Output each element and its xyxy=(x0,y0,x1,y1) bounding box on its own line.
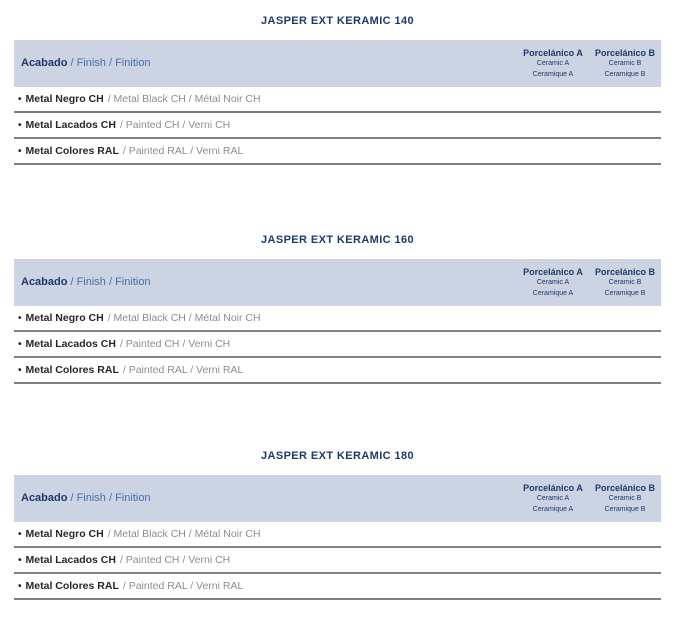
table-header-band: Acabado / Finish / Finition Porcelánico A… xyxy=(14,475,661,522)
column-header-porcelanico-b: Porcelánico B Ceramic B Ceramique B xyxy=(589,482,661,515)
finish-name: Metal Colores RAL xyxy=(25,364,119,376)
table-header-band: Acabado / Finish / Finition Porcelánico A… xyxy=(14,259,661,306)
column-header-porcelanico-b: Porcelánico B Ceramic B Ceramique B xyxy=(589,266,661,299)
column-title: Porcelánico A xyxy=(523,483,583,493)
finish-row-metal-negro: • Metal Negro CH / Metal Black CH / Méta… xyxy=(14,522,661,548)
column-subtitle-fr: Ceramique B xyxy=(604,505,646,513)
section-title: JASPER EXT KERAMIC 180 xyxy=(260,450,415,462)
finish-label-es: Acabado xyxy=(21,492,68,504)
bullet-icon: • xyxy=(18,145,22,157)
bullet-icon: • xyxy=(18,312,22,324)
bullet-icon: • xyxy=(18,119,22,131)
section-jasper-ext-keramic-160: JASPER EXT KERAMIC 160 Acabado / Finish /… xyxy=(14,165,661,384)
finish-rows: • Metal Negro CH / Metal Black CH / Méta… xyxy=(14,87,661,165)
column-subtitle-fr: Ceramique A xyxy=(532,70,574,78)
section-title: JASPER EXT KERAMIC 160 xyxy=(260,234,415,246)
finish-translations: / Painted CH / Verni CH xyxy=(119,338,231,350)
finish-row-metal-lacados: • Metal Lacados CH / Painted CH / Verni … xyxy=(14,332,661,358)
finish-translations: / Painted RAL / Verni RAL xyxy=(122,580,244,592)
column-header-porcelanico-a: Porcelánico A Ceramic A Ceramique A xyxy=(517,47,589,80)
column-title: Porcelánico B xyxy=(594,267,656,277)
column-subtitle-en: Ceramic A xyxy=(536,495,570,502)
finish-name: Metal Lacados CH xyxy=(25,338,116,350)
column-subtitle-en: Ceramic B xyxy=(608,495,642,502)
finish-row-metal-lacados: • Metal Lacados CH / Painted CH / Verni … xyxy=(14,113,661,139)
finish-name: Metal Colores RAL xyxy=(25,145,119,157)
column-subtitle-fr: Ceramique B xyxy=(604,70,646,78)
finish-row-metal-colores: • Metal Colores RAL / Painted RAL / Vern… xyxy=(14,139,661,165)
column-header-porcelanico-b: Porcelánico B Ceramic B Ceramique B xyxy=(589,47,661,80)
column-header-porcelanico-a: Porcelánico A Ceramic A Ceramique A xyxy=(517,482,589,515)
column-title: Porcelánico B xyxy=(594,483,656,493)
finish-translations: / Painted RAL / Verni RAL xyxy=(122,145,244,157)
bullet-icon: • xyxy=(18,93,22,105)
bullet-icon: • xyxy=(18,338,22,350)
finish-label-es: Acabado xyxy=(21,276,68,288)
finish-name: Metal Negro CH xyxy=(25,93,104,105)
finish-translations: / Metal Black CH / Métal Noir CH xyxy=(107,312,261,324)
bullet-icon: • xyxy=(18,364,22,376)
finish-column-header: Acabado / Finish / Finition xyxy=(21,276,517,289)
finish-column-header: Acabado / Finish / Finition xyxy=(21,492,517,505)
section-title: JASPER EXT KERAMIC 140 xyxy=(260,15,415,27)
finish-name: Metal Negro CH xyxy=(25,312,104,324)
finish-translations: / Painted RAL / Verni RAL xyxy=(122,364,244,376)
finish-translations: / Painted CH / Verni CH xyxy=(119,554,231,566)
column-subtitle-en: Ceramic A xyxy=(536,60,570,67)
column-subtitle-en: Ceramic B xyxy=(608,60,642,67)
column-title: Porcelánico B xyxy=(594,48,656,58)
bullet-icon: • xyxy=(18,554,22,566)
finish-name: Metal Lacados CH xyxy=(25,554,116,566)
table-header-band: Acabado / Finish / Finition Porcelánico A… xyxy=(14,40,661,87)
finish-translations: / Metal Black CH / Métal Noir CH xyxy=(107,93,261,105)
bullet-icon: • xyxy=(18,580,22,592)
column-subtitle-en: Ceramic A xyxy=(536,279,570,286)
finish-rows: • Metal Negro CH / Metal Black CH / Méta… xyxy=(14,306,661,384)
bullet-icon: • xyxy=(18,528,22,540)
finish-name: Metal Colores RAL xyxy=(25,580,119,592)
column-title: Porcelánico A xyxy=(523,267,583,277)
column-subtitle-fr: Ceramique B xyxy=(604,289,646,297)
finish-label-en-fr: / Finish / Finition xyxy=(70,276,151,288)
column-subtitle-fr: Ceramique A xyxy=(532,289,574,297)
finish-row-metal-lacados: • Metal Lacados CH / Painted CH / Verni … xyxy=(14,548,661,574)
finish-translations: / Metal Black CH / Métal Noir CH xyxy=(107,528,261,540)
finish-name: Metal Lacados CH xyxy=(25,119,116,131)
finish-label-es: Acabado xyxy=(21,57,68,69)
finish-label-en-fr: / Finish / Finition xyxy=(70,492,151,504)
column-header-porcelanico-a: Porcelánico A Ceramic A Ceramique A xyxy=(517,266,589,299)
finish-name: Metal Negro CH xyxy=(25,528,104,540)
finish-column-header: Acabado / Finish / Finition xyxy=(21,57,517,70)
column-title: Porcelánico A xyxy=(523,48,583,58)
section-jasper-ext-keramic-180: JASPER EXT KERAMIC 180 Acabado / Finish /… xyxy=(14,384,661,600)
column-subtitle-fr: Ceramique A xyxy=(532,505,574,513)
finish-row-metal-negro: • Metal Negro CH / Metal Black CH / Méta… xyxy=(14,306,661,332)
finish-row-metal-colores: • Metal Colores RAL / Painted RAL / Vern… xyxy=(14,574,661,600)
finish-row-metal-negro: • Metal Negro CH / Metal Black CH / Méta… xyxy=(14,87,661,113)
finish-row-metal-colores: • Metal Colores RAL / Painted RAL / Vern… xyxy=(14,358,661,384)
section-jasper-ext-keramic-140: JASPER EXT KERAMIC 140 Acabado / Finish /… xyxy=(14,0,661,165)
column-subtitle-en: Ceramic B xyxy=(608,279,642,286)
finish-label-en-fr: / Finish / Finition xyxy=(70,57,151,69)
finish-rows: • Metal Negro CH / Metal Black CH / Méta… xyxy=(14,522,661,600)
finish-translations: / Painted CH / Verni CH xyxy=(119,119,231,131)
